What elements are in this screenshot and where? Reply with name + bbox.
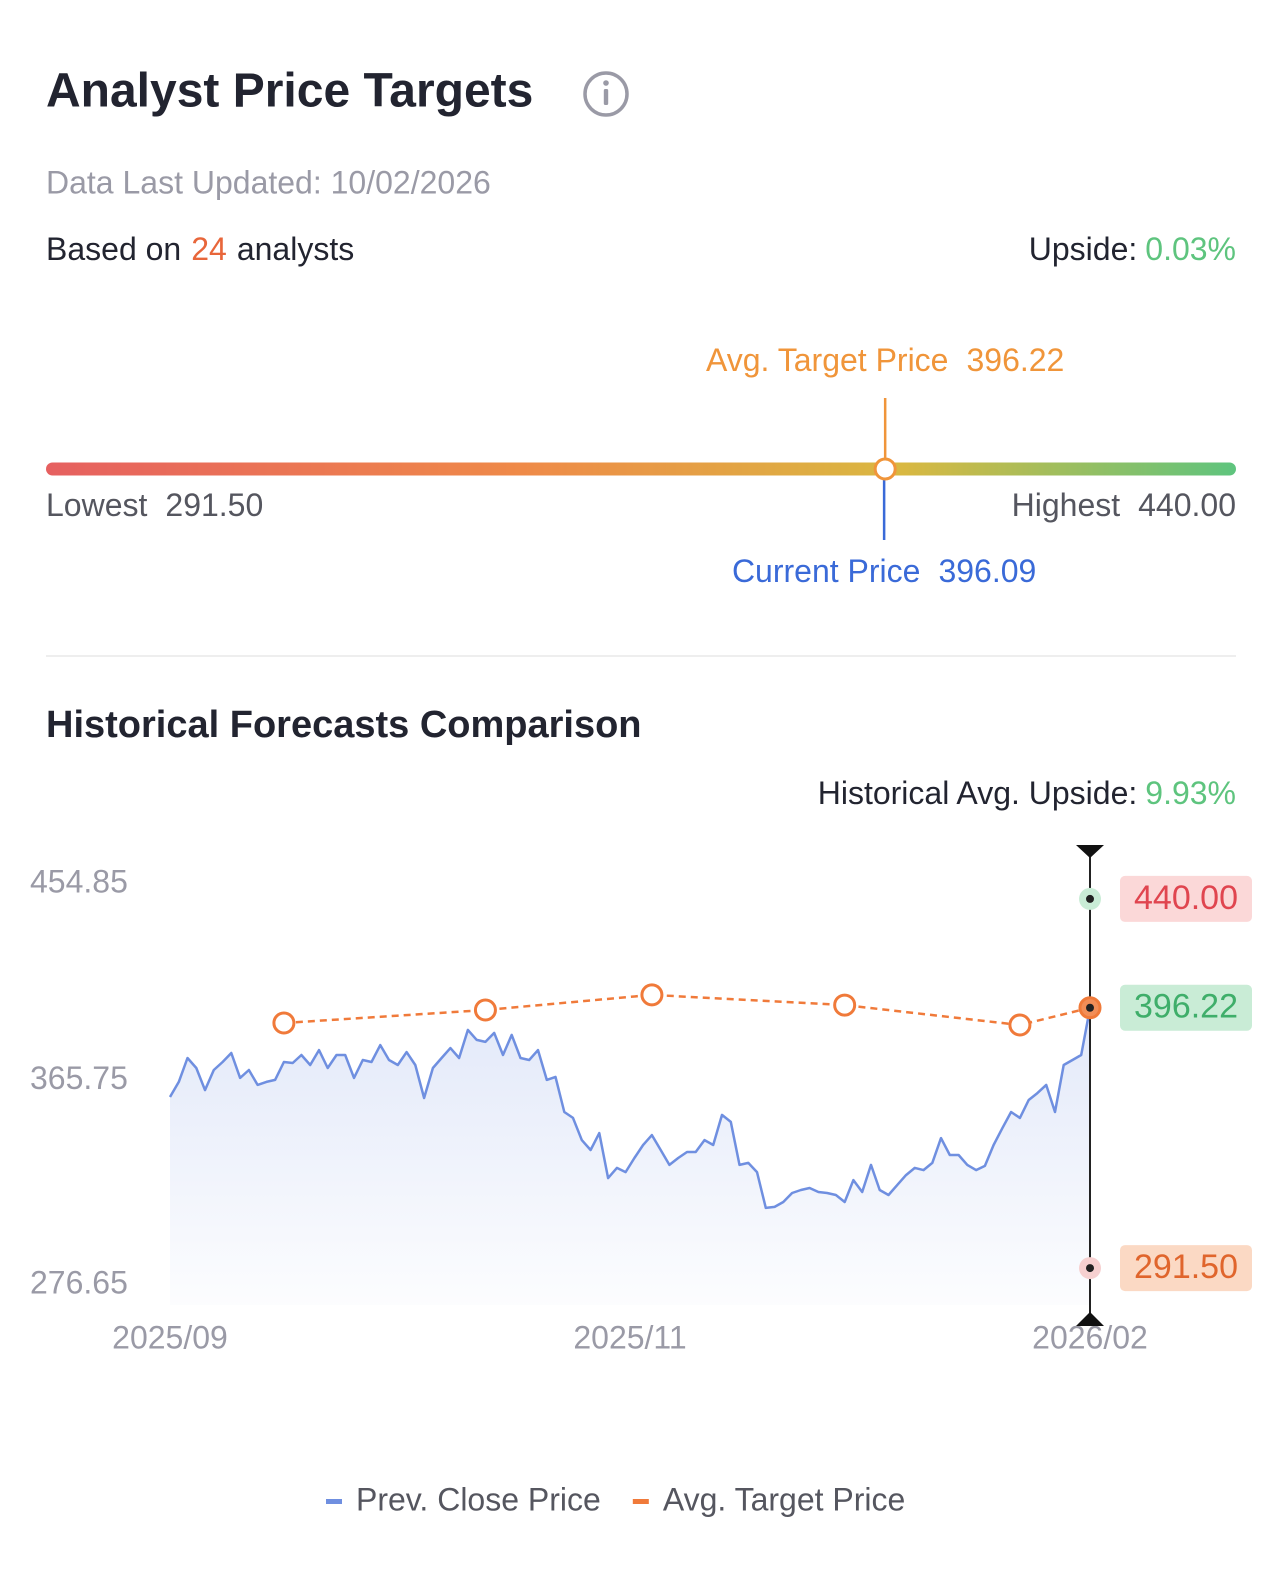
text-part: 291.50: [165, 487, 263, 523]
text-part: 9.93%: [1145, 775, 1236, 811]
text-part: Historical Avg. Upside:: [818, 775, 1138, 811]
text-part: Upside:: [1029, 231, 1138, 267]
upside: Upside: 0.03%: [1029, 231, 1236, 267]
range-bar: [46, 462, 1236, 476]
target-point: [272, 1011, 296, 1035]
y-tick-label: 276.65: [30, 1264, 128, 1300]
highest-label: Highest 440.00: [1012, 487, 1236, 523]
text-part: Highest: [1012, 487, 1121, 523]
text-part: Based on: [46, 231, 181, 267]
title: Analyst Price Targets: [46, 65, 533, 118]
info-icon[interactable]: [583, 71, 629, 117]
marker-label-bg: [1120, 875, 1252, 922]
analyst-count: Based on 24 analysts: [46, 231, 354, 267]
text-part: 0.03%: [1145, 231, 1236, 267]
marker-label: 440.00: [1134, 879, 1238, 917]
text-part: 24: [191, 231, 227, 267]
marker-label: 396.22: [1134, 988, 1238, 1026]
cursor-top: [1076, 845, 1104, 858]
chart-title: Historical Forecasts Comparison: [46, 704, 642, 746]
lowest-label: Lowest 291.50: [46, 487, 263, 523]
text-part: Avg. Target Price: [706, 342, 949, 378]
marker-label-bg: [1120, 1245, 1252, 1292]
annotation: Historical Avg. Upside: 9.93%: [818, 775, 1236, 811]
target-point: [833, 993, 857, 1017]
legend-swatch: [632, 1499, 649, 1504]
marker-label: 291.50: [1134, 1248, 1238, 1286]
text-part: 440.00: [1138, 487, 1236, 523]
marker-dot: [1086, 1264, 1094, 1273]
avg-target-label: Avg. Target Price 396.22: [706, 342, 1064, 378]
updated: Data Last Updated: 10/02/2026: [46, 164, 491, 200]
current-price-label: Current Price 396.09: [732, 553, 1036, 589]
target-point: [640, 983, 664, 1007]
x-tick-label: 2025/09: [112, 1319, 228, 1355]
text-part: analysts: [237, 231, 354, 267]
avg-target-marker: [873, 457, 897, 481]
y-tick-label: 365.75: [30, 1060, 128, 1096]
price-line: [168, 1007, 1092, 1210]
marker-label-bg: [1120, 984, 1252, 1031]
text-part: Current Price: [732, 553, 921, 589]
legend-label: Prev. Close Price: [356, 1481, 601, 1517]
text-part: 396.22: [966, 342, 1064, 378]
marker-dot: [1086, 1003, 1094, 1012]
text-part: 396.09: [938, 553, 1036, 589]
target-point: [1008, 1013, 1032, 1037]
marker-dot: [1086, 894, 1094, 903]
price-area: [170, 1008, 1090, 1305]
cursor-bottom: [1076, 1312, 1104, 1326]
text-part: Lowest: [46, 487, 148, 523]
legend-label: Avg. Target Price: [663, 1481, 906, 1517]
y-tick-label: 454.85: [30, 863, 128, 899]
target-line: [283, 993, 1091, 1027]
target-point: [473, 998, 497, 1022]
legend-swatch: [326, 1499, 342, 1504]
x-tick-label: 2025/11: [573, 1319, 686, 1355]
